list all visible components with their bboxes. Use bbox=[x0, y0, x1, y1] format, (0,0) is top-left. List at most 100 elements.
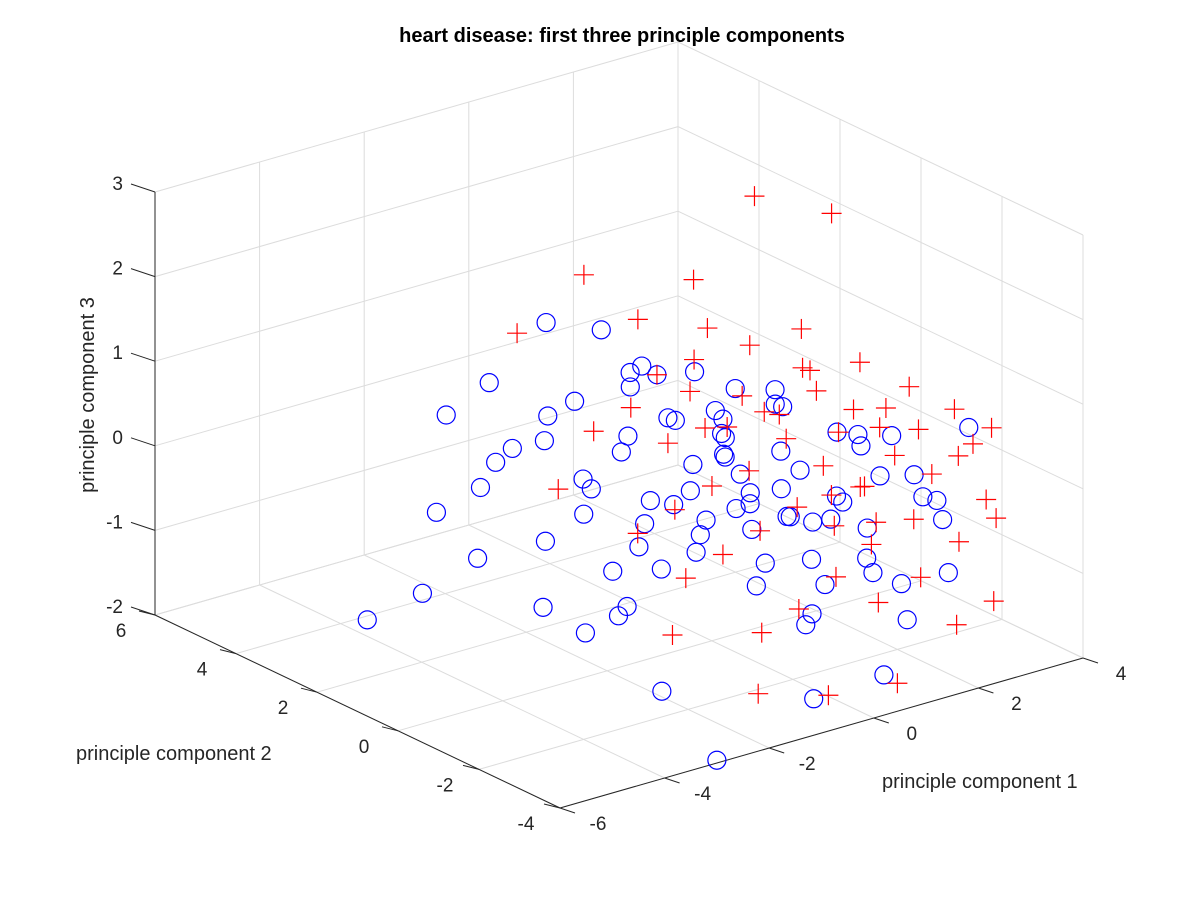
z-tick-label: 0 bbox=[112, 428, 123, 449]
circle-marker bbox=[746, 576, 766, 596]
circle-marker bbox=[711, 423, 732, 444]
circle-marker bbox=[426, 502, 447, 522]
plus-marker bbox=[869, 417, 890, 438]
y-tick-label: 2 bbox=[278, 698, 289, 719]
x-tick-mark bbox=[978, 687, 994, 694]
circle-marker bbox=[357, 610, 377, 630]
circle-marker bbox=[652, 681, 672, 701]
circle-marker bbox=[707, 750, 727, 770]
plus-marker bbox=[646, 364, 667, 385]
circle-marker bbox=[713, 444, 734, 464]
x-tick-mark bbox=[1082, 657, 1099, 664]
grid-line bbox=[478, 618, 1003, 770]
circle-marker bbox=[882, 426, 902, 446]
circle-marker bbox=[715, 428, 735, 448]
z-tick-mark bbox=[130, 183, 156, 193]
circle-marker bbox=[715, 447, 735, 467]
circle-marker bbox=[690, 525, 710, 545]
plus-marker bbox=[806, 380, 827, 401]
plus-marker bbox=[861, 534, 882, 555]
z-tick-label: -1 bbox=[106, 512, 123, 533]
plus-marker bbox=[944, 399, 965, 420]
circle-marker bbox=[848, 424, 868, 445]
plus-marker bbox=[680, 381, 701, 402]
circle-marker bbox=[857, 548, 877, 568]
y-tick-mark bbox=[543, 803, 561, 809]
circle-marker bbox=[959, 417, 979, 438]
grid-line bbox=[154, 41, 679, 193]
y-tick-mark bbox=[381, 726, 399, 732]
plus-marker bbox=[791, 318, 812, 339]
plus-marker bbox=[717, 417, 738, 438]
axis-layer bbox=[154, 192, 1084, 809]
circle-marker bbox=[502, 438, 522, 459]
plus-marker bbox=[548, 479, 569, 500]
circle-marker bbox=[803, 512, 823, 532]
y-tick-label: 0 bbox=[359, 737, 370, 758]
plus-marker bbox=[821, 203, 842, 224]
circle-marker bbox=[468, 548, 488, 568]
circle-marker bbox=[933, 510, 953, 530]
plus-marker bbox=[813, 455, 834, 476]
circle-marker bbox=[904, 465, 924, 485]
grid-line bbox=[468, 524, 875, 719]
plus-marker bbox=[573, 264, 594, 285]
plus-marker bbox=[866, 512, 887, 533]
plus-marker bbox=[712, 544, 733, 565]
circle-marker bbox=[870, 466, 890, 486]
plus-marker bbox=[684, 349, 705, 370]
plus-marker bbox=[824, 515, 845, 536]
plus-marker bbox=[748, 683, 769, 704]
y-tick-mark bbox=[300, 687, 318, 693]
plus-marker bbox=[792, 357, 813, 378]
x-tick-label: 0 bbox=[907, 724, 918, 745]
plus-marker bbox=[910, 567, 931, 588]
grid-line bbox=[677, 464, 1084, 659]
plus-marker bbox=[908, 419, 929, 440]
circle-marker bbox=[874, 665, 894, 685]
plus-marker bbox=[976, 489, 997, 510]
plus-marker bbox=[701, 476, 722, 497]
z-tick-mark bbox=[130, 437, 156, 447]
circle-marker bbox=[771, 441, 791, 461]
circle-marker bbox=[713, 409, 733, 429]
circle-marker bbox=[851, 436, 871, 456]
circle-marker bbox=[538, 406, 558, 426]
plus-marker bbox=[750, 520, 771, 541]
circle-marker bbox=[620, 377, 640, 397]
grid-line bbox=[677, 41, 1084, 236]
grid-line bbox=[154, 126, 679, 278]
x-tick-label: 4 bbox=[1116, 664, 1127, 685]
grid-line bbox=[235, 503, 760, 655]
circle-marker bbox=[742, 519, 762, 540]
plus-marker bbox=[884, 445, 905, 466]
z-tick-mark bbox=[130, 268, 156, 278]
circle-marker bbox=[629, 537, 649, 557]
y-tick-mark bbox=[219, 649, 237, 655]
circle-marker bbox=[686, 542, 706, 562]
circle-marker bbox=[486, 452, 506, 472]
circle-marker bbox=[412, 583, 433, 603]
plus-marker bbox=[507, 323, 528, 344]
plus-marker bbox=[695, 417, 716, 438]
plus-marker bbox=[583, 421, 604, 442]
plus-marker bbox=[849, 352, 870, 373]
circle-marker bbox=[897, 610, 917, 630]
y-tick-label: -2 bbox=[437, 775, 454, 796]
grid-line bbox=[677, 210, 1084, 405]
plus-marker bbox=[787, 497, 808, 518]
z-tick-label: 1 bbox=[112, 343, 123, 364]
circle-marker bbox=[591, 320, 611, 340]
marker-layer bbox=[357, 186, 1007, 770]
plus-marker bbox=[850, 476, 871, 497]
circle-marker bbox=[573, 469, 593, 489]
x-tick-label: 2 bbox=[1011, 694, 1022, 715]
circle-marker bbox=[773, 397, 793, 417]
x-tick-mark bbox=[664, 777, 680, 784]
x-axis-label: principle component 1 bbox=[882, 771, 1078, 793]
plus-marker bbox=[662, 624, 683, 645]
plus-marker bbox=[821, 485, 842, 506]
plus-marker bbox=[868, 592, 889, 613]
tick-layer: -6 -4 -2 0 2 4 -4 -2 0 2 4 6 -2 -1 0 1 2 3 bbox=[106, 174, 1127, 835]
